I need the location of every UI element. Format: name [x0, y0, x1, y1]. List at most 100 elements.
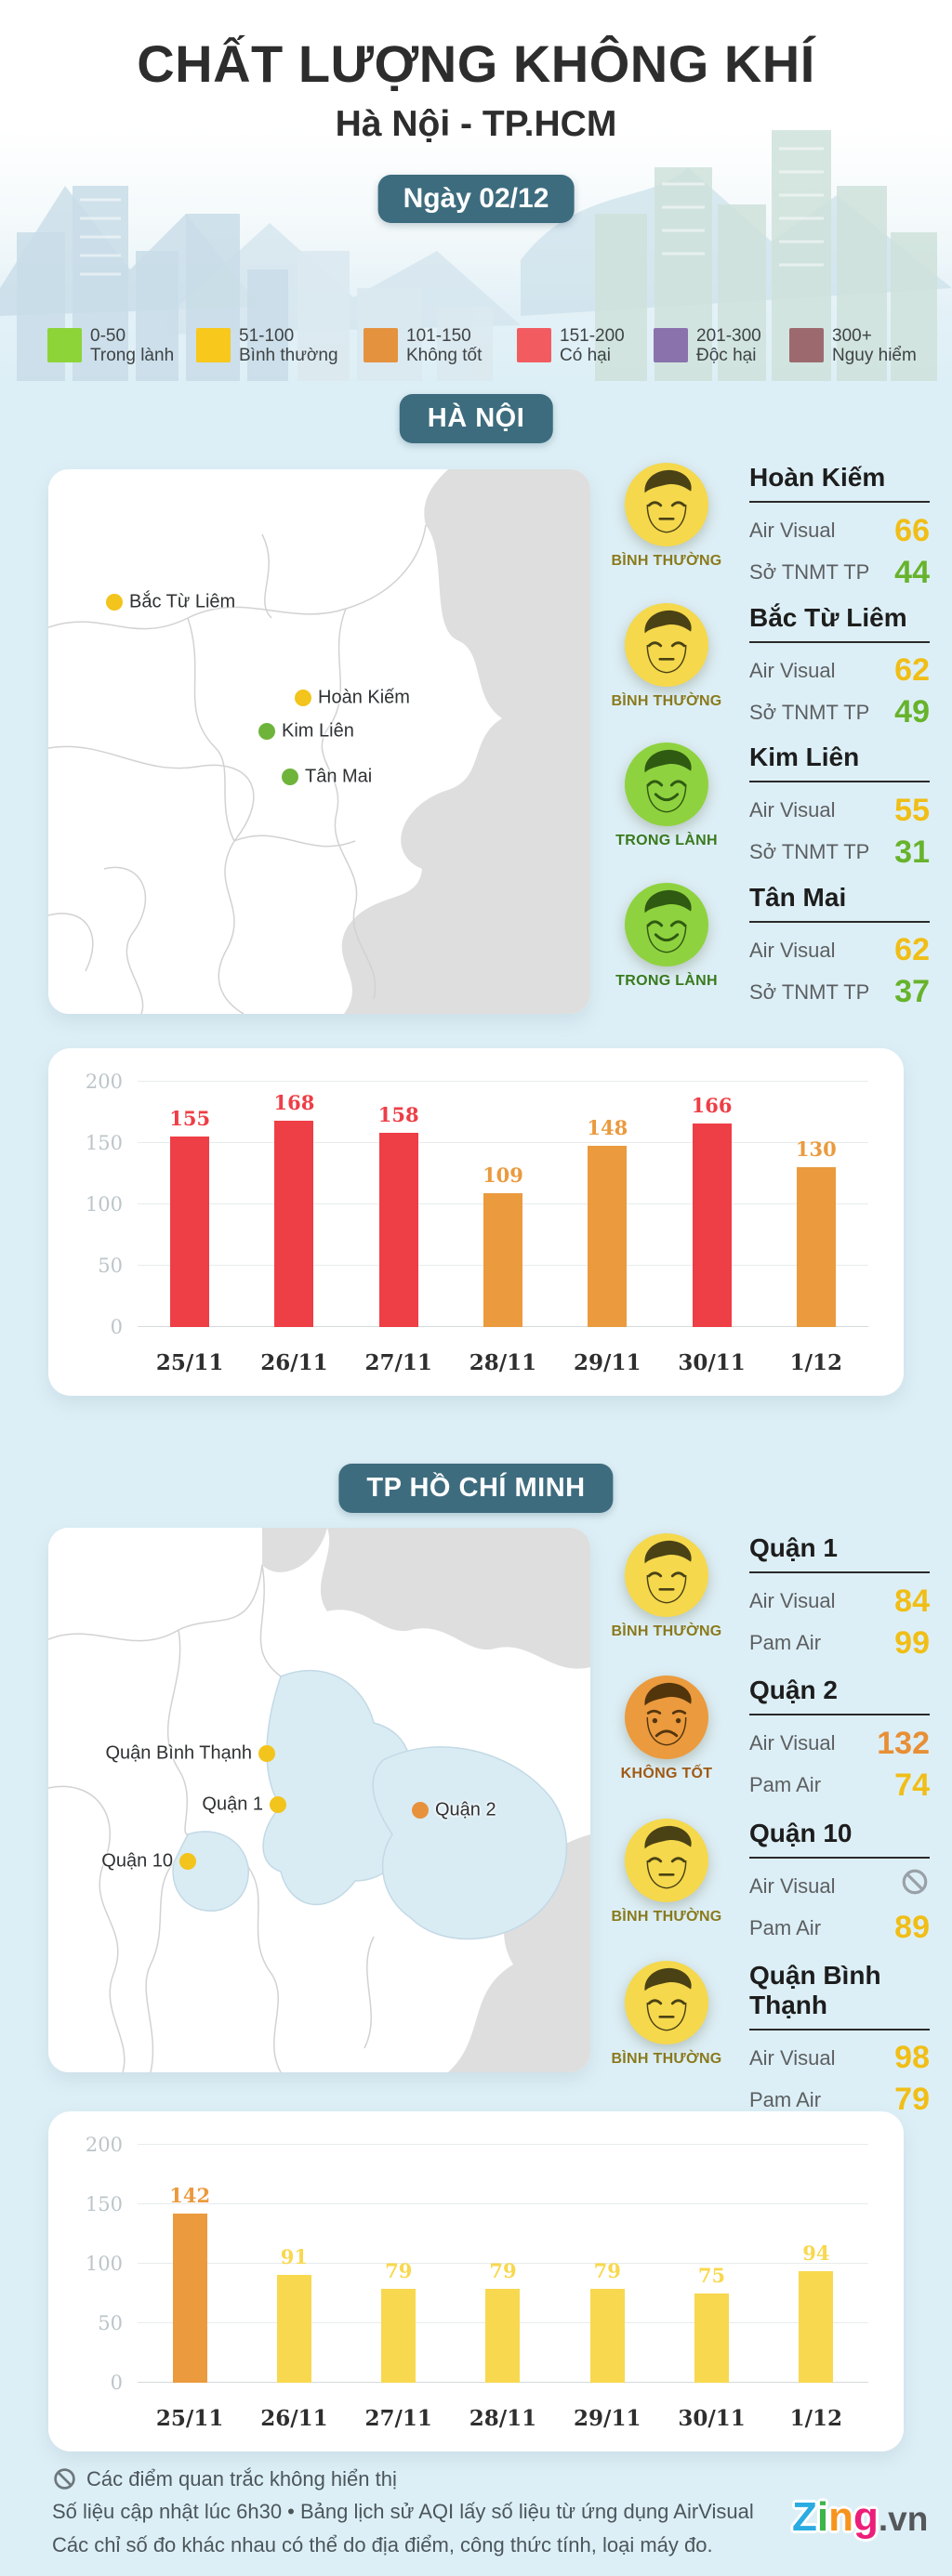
metric-source-label: Air Visual: [749, 2045, 836, 2070]
station-info: Quận Bình Thạnh Air Visual 98 Pam Air 79: [749, 1961, 930, 2117]
marker-dot: [282, 769, 298, 785]
bar-value-label: 168: [273, 1091, 315, 1115]
marker-dot: [270, 1796, 286, 1813]
metric-value: 49: [894, 694, 930, 730]
marker-dot: [179, 1853, 196, 1870]
bar-value-label: 130: [795, 1137, 837, 1162]
x-tick-label: 30/11: [678, 2406, 746, 2431]
station-info: Quận 1 Air Visual 84 Pam Air 99: [749, 1533, 930, 1663]
metric-value: 55: [894, 792, 930, 828]
metric-source-label: Air Visual: [749, 519, 836, 542]
bar: [796, 1167, 836, 1327]
station-name: Quận 10: [749, 1819, 930, 1859]
bar: [381, 2288, 416, 2383]
legend-range: 0-50: [90, 326, 126, 346]
bar-slot: 166: [659, 1082, 763, 1327]
y-tick-label: 200: [85, 2134, 123, 2156]
aqi-legend: 0-50 Trong lành 51-100 Bình thường 101-150 Kh…: [47, 326, 921, 371]
marker-dot: [412, 1802, 429, 1819]
plot-area: 0 50 100 150 200 155 168 158 109 148 166 130: [86, 1071, 868, 1338]
gridline: [138, 2263, 868, 2264]
bars-row: 155 168 158 109 148 166 130: [138, 1082, 868, 1327]
metric-value: 79: [894, 2082, 930, 2118]
face-happy-icon: [625, 743, 708, 827]
bar-slot: 168: [242, 1082, 346, 1327]
station-face-block: TRONG LÀNH: [602, 743, 731, 873]
bar-slot: 155: [138, 1082, 242, 1327]
bar-value-label: 109: [483, 1163, 523, 1188]
station-card: BÌNH THƯỜNG Bắc Từ Liêm Air Visual 62 Sở TNM…: [602, 602, 930, 733]
legend-text: 101-150 Không tốt: [406, 326, 482, 365]
station-card: BÌNH THƯỜNG Quận Bình Thạnh Air Visual 98 Pa…: [602, 1960, 930, 2117]
station-info: Bắc Từ Liêm Air Visual 62 Sở TNMT TP 49: [749, 603, 930, 733]
metric-row: Air Visual 55: [749, 793, 930, 828]
x-tick-label: 25/11: [155, 1350, 224, 1375]
hcmc-map: [48, 1528, 590, 2072]
bar: [378, 1133, 418, 1327]
legend-swatch: [517, 328, 551, 362]
bar-value-label: 79: [593, 2258, 621, 2282]
x-tick-label: 1/12: [789, 1350, 843, 1375]
plot-area: 0 50 100 150 200 142 91 79 79 79 75 94: [86, 2134, 868, 2394]
station-name: Quận 1: [749, 1533, 930, 1573]
metric-value: 66: [894, 512, 930, 548]
station-rows: Air Visual 62 Sở TNMT TP 37: [749, 932, 930, 1010]
metric-value: 98: [894, 2040, 930, 2076]
station-face-block: TRONG LÀNH: [602, 882, 731, 1013]
bar-slot: 91: [242, 2145, 346, 2383]
station-face-block: BÌNH THƯỜNG: [602, 1533, 731, 1663]
station-status: TRONG LÀNH: [615, 833, 718, 849]
y-tick-label: 150: [85, 2193, 123, 2215]
legend-range: 101-150: [406, 326, 471, 346]
metric-value: 44: [894, 554, 930, 590]
station-info: Tân Mai Air Visual 62 Sở TNMT TP 37: [749, 883, 930, 1013]
legend-label: Không tốt: [406, 346, 483, 365]
footer: Các điểm quan trắc không hiển thị Số liệ…: [52, 2466, 777, 2565]
logo-letter: i: [816, 2494, 829, 2540]
face-sad-icon: [625, 1676, 708, 1760]
x-tick-label: 1/12: [789, 2406, 843, 2431]
station-info: Hoàn Kiếm Air Visual 66 Sở TNMT TP 44: [749, 463, 930, 593]
bar-slot: 142: [138, 2145, 242, 2383]
station-rows: Air Visual 55 Sở TNMT TP 31: [749, 793, 930, 870]
metric-source-label: Pam Air: [749, 2087, 822, 2111]
marker-label: Quận Bình Thạnh: [105, 1742, 252, 1764]
metric-row: Air Visual 62: [749, 932, 930, 968]
station-status: BÌNH THƯỜNG: [611, 2050, 722, 2067]
bar: [588, 1145, 628, 1327]
marker-label: Quận 10: [101, 1850, 173, 1872]
logo-letter: n: [828, 2494, 854, 2540]
bar: [694, 2293, 730, 2383]
station-face-block: KHÔNG TỐT: [602, 1676, 731, 1806]
metric-row: Air Visual 62: [749, 652, 930, 689]
station-list-hanoi: BÌNH THƯỜNG Hoàn Kiếm Air Visual 66 Sở TNMT …: [602, 463, 930, 1013]
station-card: TRONG LÀNH Tân Mai Air Visual 62 Sở TNMT TP 3…: [602, 882, 930, 1013]
chart-card-hanoi: 0 50 100 150 200 155 168 158 109 148 166 130 25/11 2…: [48, 1048, 904, 1396]
footer-note-2: Số liệu cập nhật lúc 6h30 • Bảng lịch sử…: [52, 2500, 754, 2523]
legend-text: 201-300 Độc hại: [696, 326, 761, 365]
metric-source-label: Air Visual: [749, 798, 836, 822]
bar-value-label: 94: [802, 2241, 830, 2265]
station-name: Quận 2: [749, 1676, 930, 1716]
bar: [485, 2288, 521, 2383]
legend-text: 51-100 Bình thường: [239, 326, 338, 365]
gridline: [138, 1142, 868, 1143]
legend-text: 300+ Nguy hiểm: [832, 326, 917, 365]
bar-slot: 148: [555, 1082, 659, 1327]
marker-label: Quận 1: [202, 1794, 263, 1815]
face-neutral-icon: [625, 463, 708, 546]
x-axis-labels: 25/11 26/11 27/11 28/11 29/11 30/11 1/12: [138, 2406, 868, 2431]
legend-item: 0-50 Trong lành: [47, 326, 174, 365]
gridline: [138, 2144, 868, 2145]
marker-label: Hoàn Kiếm: [318, 687, 410, 708]
bar-value-label: 79: [489, 2258, 517, 2282]
map-card-hanoi: Bắc Từ Liêm Hoàn Kiếm Kim Liên Tân Mai: [48, 469, 590, 1014]
station-list-hcmc: BÌNH THƯỜNG Quận 1 Air Visual 84 Pam Air 99 KH…: [602, 1533, 930, 2117]
station-card: BÌNH THƯỜNG Quận 1 Air Visual 84 Pam Air 99: [602, 1533, 930, 1663]
metric-value: 132: [877, 1725, 930, 1761]
bar: [276, 2274, 311, 2383]
x-tick-label: 29/11: [574, 1350, 641, 1375]
metric-source-label: Air Visual: [749, 658, 836, 682]
station-rows: Air Visual 84 Pam Air 99: [749, 1584, 930, 1661]
